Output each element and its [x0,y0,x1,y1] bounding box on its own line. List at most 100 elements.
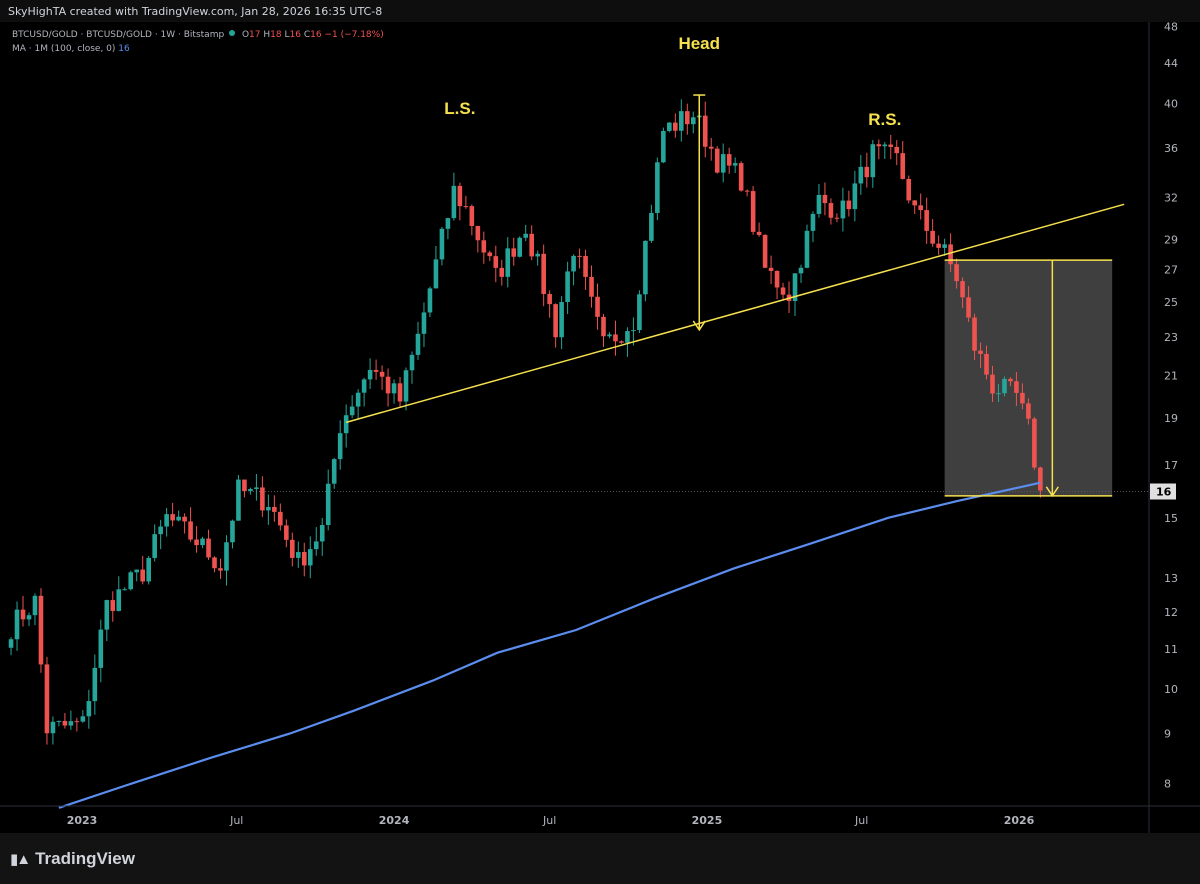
candle-body-145 [876,144,882,147]
candle-body-66 [403,370,409,402]
candle-body-137 [828,203,834,218]
y-tick-label-13: 13 [1164,572,1178,585]
ohlc-high-label: H [263,30,271,40]
x-tick-label-4: 2025 [692,814,723,827]
y-tick-label-3: 36 [1164,142,1178,155]
candle-body-140 [846,200,852,210]
candle-body-149 [900,153,906,179]
candle-body-35 [218,568,223,571]
x-tick-label-0: 2023 [67,814,98,827]
candle-body-157 [948,244,953,265]
y-tick-label-18: 8 [1164,777,1171,790]
price-axis-bg [1149,22,1200,833]
candle-body-73 [445,218,451,229]
candle-body-144 [870,144,876,178]
candle-body-104 [631,330,636,332]
candle-body-53 [325,483,331,526]
candle-body-143 [864,166,870,178]
candle-body-119 [720,154,726,173]
ohlc-open-value: 17 [249,30,261,40]
candle-body-150 [906,178,912,201]
candle-body-112 [679,111,684,131]
candle-body-105 [637,294,642,331]
candle-body-47 [290,539,295,558]
candle-body-138 [834,217,840,219]
y-tick-label-16: 10 [1164,683,1178,696]
candle-body-136 [822,194,828,204]
candle-body-84 [511,248,517,257]
candle-body-61 [373,369,379,372]
candle-body-33 [206,538,211,558]
candle-body-126 [762,234,768,268]
candle-body-165 [996,393,1001,395]
candle-body-4 [32,595,38,616]
candle-body-40 [248,489,253,492]
candle-body-95 [577,255,582,257]
candle-body-48 [295,552,301,558]
candle-body-10 [68,721,74,726]
candle-body-92 [559,302,564,338]
candle-body-41 [254,487,259,490]
candle-body-152 [918,205,923,211]
candle-body-96 [583,256,588,277]
candle-body-56 [343,415,349,434]
ohlc-low-label: L [284,30,290,40]
candle-body-80 [487,252,493,257]
ohlc-open-label: O [241,30,250,40]
candle-body-81 [493,256,499,268]
candle-body-24 [152,534,157,558]
candle-body-172 [1038,467,1043,491]
candle-body-116 [702,115,708,147]
indicator-legend[interactable]: MA · 1M (100, close, 0) 16 [12,44,130,54]
candle-body-155 [936,243,941,248]
tradingview-brand[interactable]: ▮▲ TradingView [10,849,135,869]
candle-body-113 [684,111,690,125]
candle-body-133 [804,230,810,268]
candle-body-93 [565,271,570,303]
y-tick-label-7: 25 [1164,296,1178,309]
candle-body-117 [708,146,714,149]
price-change: −1 (−7.18%) [324,30,384,40]
y-tick-label-2: 40 [1164,97,1178,110]
y-tick-label-15: 11 [1164,643,1178,656]
candle-body-124 [750,191,756,232]
candle-body-14 [92,667,98,702]
footer-bar [0,833,1200,884]
candle-body-36 [224,542,229,571]
candle-body-110 [667,122,672,131]
ma-indicator-label: MA · 1M (100, close, 0) [12,44,116,54]
candle-body-159 [960,281,965,298]
pattern-label-0: L.S. [444,99,475,118]
candle-body-128 [774,270,780,288]
candle-body-59 [361,379,367,393]
candle-body-171 [1032,418,1037,468]
candle-body-74 [451,185,457,219]
chart-credit: SkyHighTA created with TradingView.com, … [8,5,383,18]
x-tick-label-3: Jul [542,814,556,827]
candle-body-69 [421,312,427,334]
candle-body-34 [212,557,217,569]
candle-body-103 [625,331,630,343]
candle-body-25 [158,526,163,535]
ohlc-close-value: 16 [310,30,322,40]
candle-body-51 [313,541,319,550]
ma-line [58,481,1041,809]
candle-body-22 [140,569,145,582]
candle-body-86 [523,233,529,238]
candle-body-154 [930,230,935,244]
candle-body-27 [170,514,175,521]
neckline [345,203,1125,424]
candle-body-46 [284,525,289,540]
candle-body-20 [128,572,134,590]
candle-body-111 [673,122,678,131]
candle-body-82 [499,267,505,277]
candle-body-76 [463,206,469,208]
candle-body-62 [379,371,385,377]
candle-body-164 [990,374,995,394]
y-tick-label-5: 29 [1164,233,1178,246]
candle-body-13 [86,701,92,717]
candle-body-2 [20,609,26,620]
brand-name: TradingView [35,849,135,868]
candle-body-9 [62,720,68,726]
